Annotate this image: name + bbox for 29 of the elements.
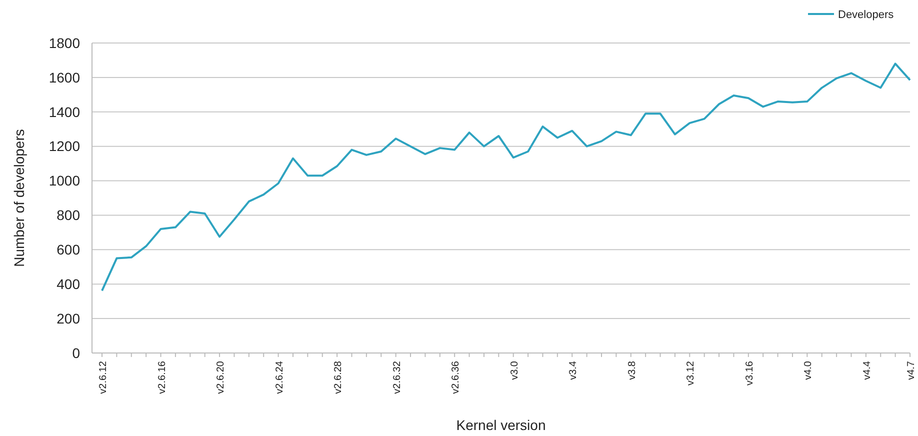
y-tick-label: 1600: [48, 69, 80, 86]
x-tick-label: v4.0: [803, 360, 814, 380]
x-tick-label: v4.7: [906, 360, 917, 380]
x-tick-label: v2.6.20: [216, 360, 227, 394]
x-tick-label: v2.6.28: [333, 360, 344, 394]
y-tick-label: 1400: [48, 104, 80, 120]
x-tick-label: v3.16: [744, 360, 756, 386]
x-tick-label: v4.4: [862, 360, 873, 380]
y-tick-label: 800: [56, 207, 80, 224]
y-tick-label: 200: [56, 310, 80, 326]
x-tick-label: v3.4: [568, 360, 580, 380]
y-tick-label: 1800: [48, 34, 80, 51]
x-tick-label: v2.6.24: [274, 360, 286, 394]
x-tick-label: v3.12: [686, 360, 697, 386]
x-tick-label: v3.8: [626, 360, 638, 380]
y-tick-label: 0: [72, 344, 80, 361]
x-tick-label: v2.6.16: [156, 360, 168, 394]
y-tick-label: 600: [56, 242, 80, 258]
x-tick-label: v2.6.36: [450, 360, 462, 394]
y-tick-label: 1200: [48, 138, 80, 154]
x-tick-label: v3.0: [509, 360, 520, 380]
legend-label: Developers: [838, 8, 894, 21]
y-axis-title: Number of developers: [11, 129, 27, 267]
x-tick-label: v2.6.12: [98, 360, 109, 394]
x-axis-title: Kernel version: [456, 417, 546, 433]
y-tick-label: 400: [56, 276, 80, 292]
y-tick-label: 1000: [48, 172, 80, 189]
x-tick-label: v2.6.32: [392, 360, 403, 394]
line-series: [101, 62, 911, 292]
